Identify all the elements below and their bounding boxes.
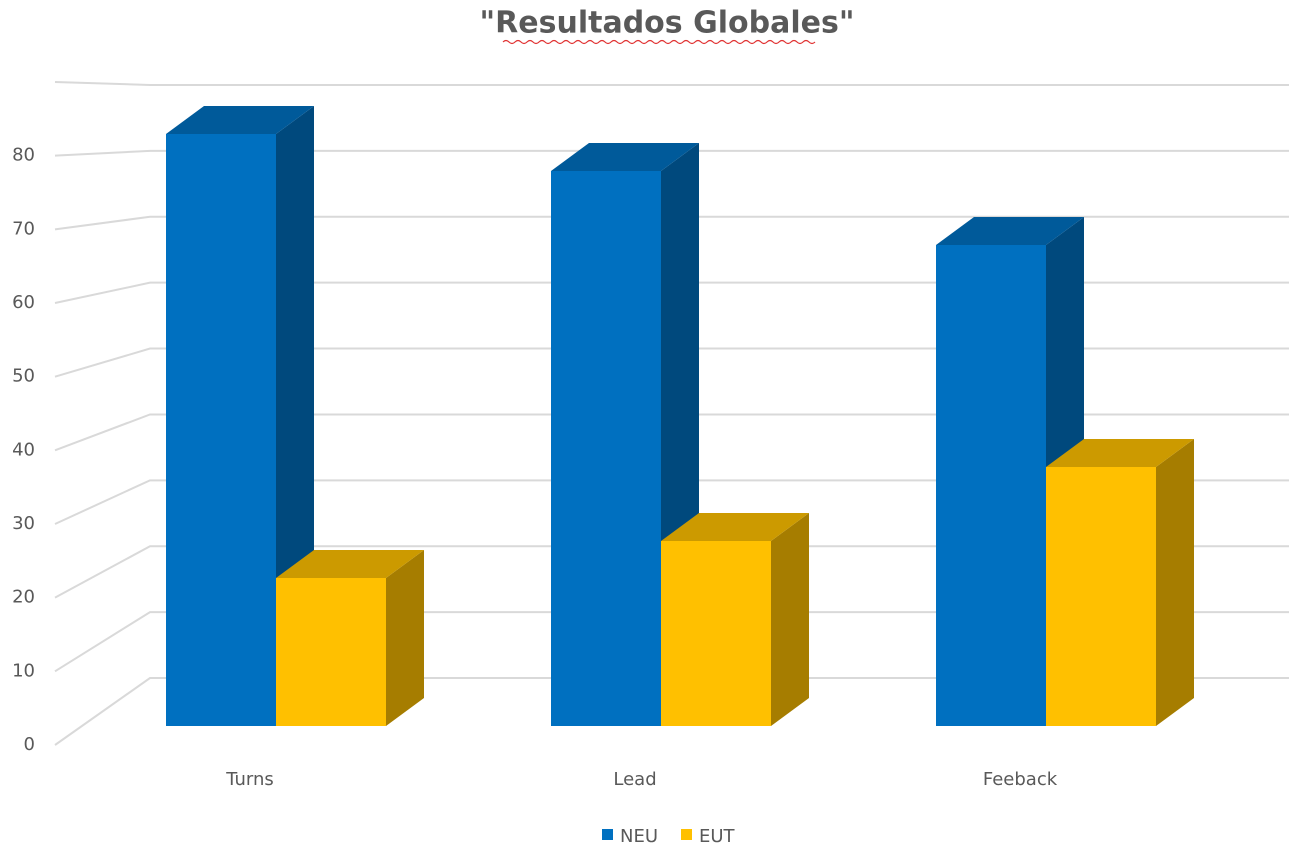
- axis-top-line: [54, 81, 1289, 86]
- bar-side: [386, 550, 424, 726]
- x-tick-label: Turns: [225, 769, 274, 790]
- grid-line: [54, 611, 1289, 673]
- x-tick-label: Lead: [613, 769, 656, 790]
- bar: [166, 134, 276, 726]
- bar-top: [661, 513, 809, 541]
- legend-swatch: [681, 829, 692, 840]
- y-tick-label: 60: [12, 292, 35, 313]
- bar-top: [166, 106, 314, 134]
- spell-underline: [502, 39, 816, 45]
- y-tick-label: 80: [12, 145, 35, 166]
- y-tick-label: 20: [12, 587, 35, 608]
- grid-line: [54, 149, 1289, 157]
- grid-line: [54, 347, 1289, 378]
- legend-label: EUT: [699, 826, 736, 847]
- y-tick-label: 40: [12, 439, 35, 460]
- grid-line: [54, 281, 1289, 304]
- y-tick-label: 50: [12, 366, 35, 387]
- grid-line: [54, 413, 1289, 452]
- y-tick-label: 0: [24, 734, 35, 755]
- bar-top: [276, 550, 424, 578]
- bar: [276, 578, 386, 726]
- bar-top: [936, 217, 1084, 245]
- bar: [551, 171, 661, 726]
- bar-top: [551, 143, 699, 171]
- legend-swatch: [602, 829, 613, 840]
- y-tick-label: 30: [12, 513, 35, 534]
- grid-line: [54, 215, 1289, 231]
- bar-side: [771, 513, 809, 726]
- grid-line: [54, 545, 1289, 599]
- bar-top: [1046, 439, 1194, 467]
- grid-line: [54, 677, 1289, 746]
- bar: [936, 245, 1046, 726]
- bar: [661, 541, 771, 726]
- legend-label: NEU: [620, 826, 658, 847]
- y-tick-label: 10: [12, 660, 35, 681]
- bar: [1046, 467, 1156, 726]
- chart-title: "Resultados Globales": [480, 6, 855, 41]
- x-tick-label: Feeback: [983, 769, 1058, 790]
- grid-line: [54, 479, 1289, 525]
- y-tick-label: 70: [12, 218, 35, 239]
- bar-side: [1156, 439, 1194, 726]
